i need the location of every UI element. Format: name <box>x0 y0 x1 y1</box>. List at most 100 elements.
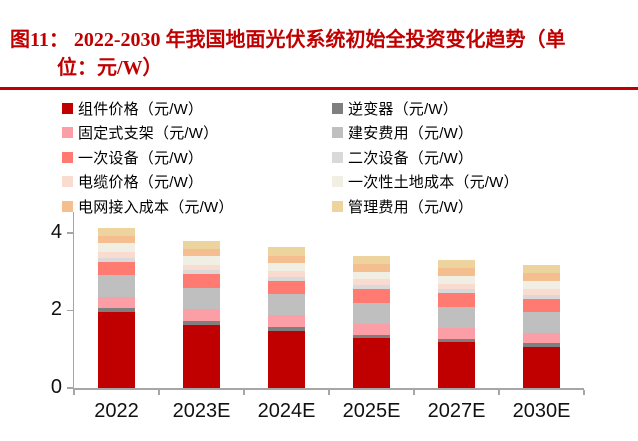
x-axis-label: 2025E <box>342 400 401 422</box>
legend-item: 组件价格（元/W） <box>62 97 203 119</box>
legend-label: 电网接入成本（元/W） <box>78 198 234 216</box>
bar-segment <box>523 273 560 281</box>
x-axis-tick <box>413 389 415 395</box>
x-axis-line <box>74 388 584 390</box>
legend-swatch <box>332 151 343 163</box>
legend-label: 一次设备（元/W） <box>78 149 204 167</box>
chart-legend: 组件价格（元/W） 逆变器（元/W） 固定式支架（元/W） 建安费用（元/W） 一次设备… <box>0 97 638 221</box>
legend-item: 一次设备（元/W） <box>62 146 203 168</box>
x-axis-label: 2022 <box>94 400 139 422</box>
legend-item: 管理费用（元/W） <box>332 195 473 217</box>
bar-segment <box>438 268 475 276</box>
x-axis-tick <box>158 389 160 395</box>
bar-segment <box>353 264 390 272</box>
x-axis-tick <box>328 389 330 395</box>
legend-label: 建安费用（元/W） <box>348 125 474 142</box>
figure-title: 图11： 2022-2030 年我国地面光伏系统初始全投资变化趋势（单 位：元/… <box>10 26 630 82</box>
legend-label: 固定式支架（元/W） <box>78 125 219 142</box>
bar-segment <box>523 343 560 347</box>
bar-segment <box>438 259 475 269</box>
legend-swatch <box>62 127 73 138</box>
bar-segment <box>353 279 390 286</box>
bar-segment <box>438 289 475 294</box>
legend-swatch <box>62 151 73 163</box>
y-axis-tick-label: 4 <box>50 220 62 243</box>
legend-label: 电缆价格（元/W） <box>78 174 204 191</box>
bar-segment <box>98 275 135 297</box>
legend-item: 电网接入成本（元/W） <box>62 195 234 217</box>
bar-segment <box>98 296 135 309</box>
legend-swatch <box>62 200 73 212</box>
bar-segment <box>268 280 305 295</box>
bar-segment <box>523 346 560 388</box>
bar-segment <box>98 261 135 276</box>
bar-segment <box>268 255 305 264</box>
x-axis-tick <box>73 389 75 395</box>
legend-label: 一次性土地成本（元/W） <box>348 174 519 191</box>
bar-segment <box>353 289 390 303</box>
x-axis-label: 2027E <box>427 400 486 422</box>
legend-item: 逆变器（元/W） <box>332 97 458 119</box>
bar-segment <box>98 258 135 262</box>
bar-segment <box>268 294 305 316</box>
bar-segment <box>438 283 475 290</box>
bar-segment <box>268 270 305 277</box>
bar-segment <box>438 293 475 308</box>
bar-segment <box>98 227 135 236</box>
legend-item: 电缆价格（元/W） <box>62 171 203 193</box>
figure-title-line2: 位：元/W） <box>57 57 163 79</box>
bar-segment <box>353 285 390 290</box>
y-axis-tick <box>67 387 73 389</box>
x-axis-label: 2023E <box>172 400 231 422</box>
y-axis-tick <box>67 232 73 234</box>
bar-segment <box>523 312 560 333</box>
bar-segment <box>183 274 220 288</box>
bar-segment <box>438 342 475 388</box>
legend-swatch <box>332 176 343 187</box>
bar-segment <box>268 276 305 281</box>
bar-segment <box>523 294 560 299</box>
x-axis-tick <box>243 389 245 395</box>
bar-segment <box>268 315 305 327</box>
bar-segment <box>183 264 220 271</box>
legend-label: 逆变器（元/W） <box>348 100 458 118</box>
bar-segment <box>183 248 220 257</box>
legend-swatch <box>332 102 343 114</box>
bar-segment <box>183 256 220 265</box>
y-axis-tick-label: 2 <box>50 298 62 321</box>
bar-segment <box>183 320 220 325</box>
bar-segment <box>98 235 135 244</box>
bar-segment <box>268 247 305 256</box>
x-axis-tick <box>498 389 500 395</box>
legend-label: 组件价格（元/W） <box>78 100 204 118</box>
bar-segment <box>353 323 390 335</box>
bar-segment <box>98 251 135 258</box>
legend-label: 二次设备（元/W） <box>348 149 474 167</box>
bar-segment <box>353 338 390 388</box>
y-axis-line <box>72 212 74 390</box>
bar-segment <box>353 271 390 280</box>
bar-segment <box>353 334 390 339</box>
bar-segment <box>183 270 220 275</box>
bar-segment <box>98 243 135 252</box>
y-axis-tick-label: 0 <box>50 376 62 398</box>
legend-item: 一次性土地成本（元/W） <box>332 171 519 193</box>
title-underline <box>0 87 638 90</box>
figure-title-line1: 图11： 2022-2030 年我国地面光伏系统初始全投资变化趋势（单 <box>10 29 566 51</box>
bar-segment <box>523 265 560 274</box>
bar-segment <box>183 240 220 249</box>
bar-segment <box>353 256 390 265</box>
bar-segment <box>268 263 305 271</box>
bar-segment <box>183 324 220 388</box>
bar-segment <box>438 307 475 328</box>
x-axis-tick <box>583 389 585 395</box>
legend-swatch <box>332 127 343 138</box>
legend-label: 管理费用（元/W） <box>348 198 474 216</box>
x-axis-label: 2030E <box>512 400 571 422</box>
bar-segment <box>183 287 220 310</box>
bar-segment <box>268 326 305 331</box>
bar-segment <box>268 330 305 388</box>
bar-segment <box>438 338 475 343</box>
